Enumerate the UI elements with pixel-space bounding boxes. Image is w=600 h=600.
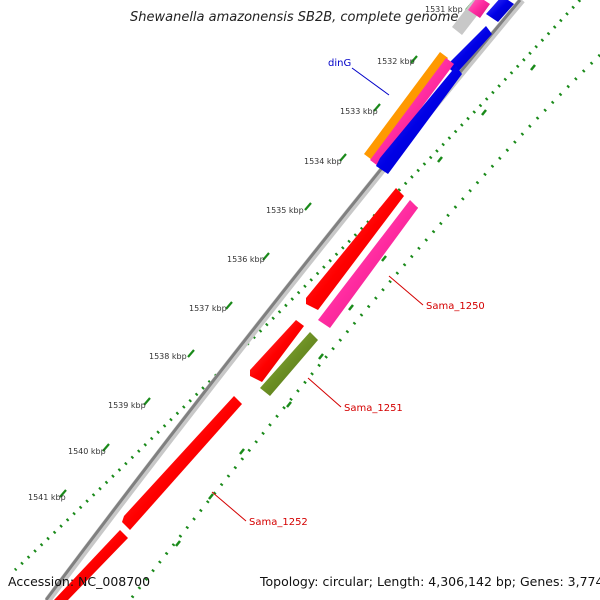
gene-feature-orange-dinG[interactable] (364, 52, 448, 160)
gene-feature-pink-1250[interactable] (318, 200, 418, 328)
topology-value: circular (322, 574, 369, 589)
gene-feature-blue-3[interactable] (376, 66, 462, 174)
gene-label-sama-1252[interactable]: Sama_1252 (249, 517, 308, 528)
accession-value: NC_008700 (78, 574, 151, 589)
gene-feature-pink-top[interactable] (468, 0, 490, 18)
sama1252-leader-line (211, 491, 247, 522)
tick-label: 1533 kbp (340, 107, 378, 116)
length-value: 4,306,142 bp (428, 574, 512, 589)
ruler-labels: 1531 kbp 1532 kbp 1533 kbp 1534 kbp 1535… (28, 5, 463, 502)
topology-label: Topology: (260, 574, 319, 589)
gene-label-sama-1251[interactable]: Sama_1251 (344, 403, 403, 414)
dinG-leader-line (351, 67, 390, 96)
genome-stats: Topology: circular; Length: 4,306,142 bp; … (260, 574, 600, 589)
genes-label: Genes: (519, 574, 564, 589)
gene-feature-olive-1251[interactable] (260, 332, 318, 396)
gene-feature-red-1252[interactable] (122, 396, 242, 530)
sama1250-leader-line (388, 275, 424, 306)
tick-label: 1541 kbp (28, 493, 66, 502)
gene-feature-red-upper[interactable] (306, 188, 404, 310)
tick-label: 1532 kbp (377, 57, 415, 66)
backbone-shadow (45, 0, 525, 600)
separator: ; (368, 574, 377, 589)
inner-dotted-track (128, 53, 600, 600)
gene-feature-blue-2[interactable] (446, 26, 492, 74)
tick-label: 1535 kbp (266, 206, 304, 215)
tick-label: 1537 kbp (189, 304, 227, 313)
accession-label: Accession: (8, 574, 75, 589)
accession-info: Accession: NC_008700 (8, 574, 150, 589)
gene-label-sama-1250[interactable]: Sama_1250 (426, 301, 485, 312)
gene-features (54, 0, 514, 600)
gene-feature-blue-top[interactable] (486, 0, 514, 22)
gene-label-dinG[interactable]: dinG (328, 58, 351, 69)
gene-label-leaders (211, 67, 424, 522)
tick-label: 1539 kbp (108, 401, 146, 410)
ruler-ticks (59, 2, 473, 498)
tick-label: 1531 kbp (425, 5, 463, 14)
separator: ; (511, 574, 520, 589)
genes-value: 3,774 (567, 574, 600, 589)
tick-label: 1538 kbp (149, 352, 187, 361)
outer-dotted-track (13, 0, 582, 572)
tick-label: 1540 kbp (68, 447, 106, 456)
length-label: Length: (376, 574, 425, 589)
tick-label: 1534 kbp (304, 157, 342, 166)
genome-title: Shewanella amazonensis SB2B, complete ge… (130, 10, 459, 25)
tick-label: 1536 kbp (227, 255, 265, 264)
gene-feature-red-bottom[interactable] (54, 530, 128, 600)
sama1251-leader-line (307, 377, 342, 408)
gene-feature-red-1251[interactable] (250, 320, 304, 382)
gene-feature-pink-dinG[interactable] (370, 58, 454, 166)
